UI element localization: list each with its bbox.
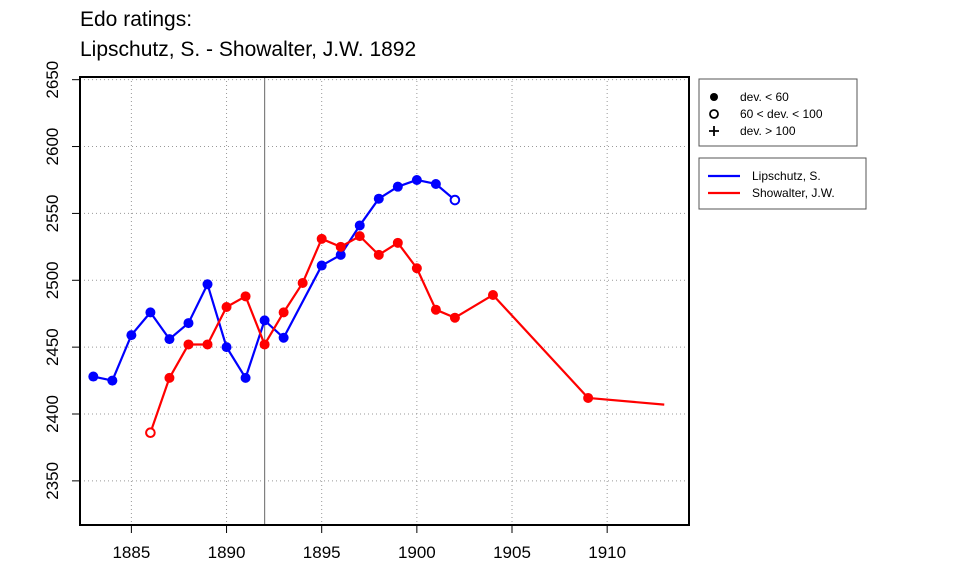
data-point bbox=[145, 307, 156, 318]
y-tick-label: 2450 bbox=[43, 328, 62, 366]
data-point bbox=[202, 339, 213, 350]
y-tick-label: 2550 bbox=[43, 194, 62, 232]
data-point bbox=[164, 372, 175, 383]
data-point bbox=[240, 291, 251, 302]
y-tick-label: 2500 bbox=[43, 261, 62, 299]
data-point bbox=[221, 302, 232, 313]
data-point bbox=[183, 339, 194, 350]
symbol-legend-box bbox=[698, 78, 858, 147]
legend-symbol-filled bbox=[710, 93, 718, 101]
data-point bbox=[145, 427, 156, 439]
chart-title: Edo ratings: bbox=[80, 8, 193, 31]
data-point bbox=[221, 342, 232, 353]
x-tick-label: 1885 bbox=[112, 543, 150, 562]
data-point bbox=[278, 332, 289, 343]
data-point bbox=[411, 174, 422, 185]
data-point bbox=[583, 392, 594, 403]
data-point bbox=[164, 334, 175, 345]
data-point bbox=[392, 181, 403, 192]
x-tick-label: 1890 bbox=[208, 543, 246, 562]
x-tick-label: 1895 bbox=[303, 543, 341, 562]
x-tick-label: 1910 bbox=[588, 543, 626, 562]
data-point bbox=[449, 312, 460, 323]
data-point bbox=[430, 178, 441, 189]
legend-symbol-label: 60 < dev. < 100 bbox=[740, 107, 823, 121]
x-tick-label: 1905 bbox=[493, 543, 531, 562]
data-point bbox=[335, 249, 346, 260]
data-point bbox=[278, 307, 289, 318]
series-legend-box bbox=[698, 157, 867, 210]
data-point bbox=[449, 194, 461, 206]
y-tick-label: 2350 bbox=[43, 462, 62, 500]
y-tick-label: 2400 bbox=[43, 395, 62, 433]
data-point bbox=[373, 193, 384, 204]
data-point bbox=[316, 233, 327, 244]
legend-series-label: Showalter, J.W. bbox=[752, 186, 835, 200]
legend-symbol-label: dev. > 100 bbox=[740, 124, 796, 138]
data-point bbox=[183, 318, 194, 329]
data-point bbox=[392, 237, 403, 248]
data-point bbox=[335, 241, 346, 252]
data-point bbox=[354, 231, 365, 242]
data-point bbox=[411, 263, 422, 274]
series-line-1 bbox=[149, 235, 665, 434]
y-tick-label: 2650 bbox=[43, 61, 62, 99]
data-point bbox=[487, 289, 498, 300]
data-point bbox=[259, 339, 270, 350]
y-tick-label: 2600 bbox=[43, 128, 62, 166]
data-point bbox=[126, 330, 137, 341]
data-point bbox=[202, 279, 213, 290]
data-point bbox=[354, 220, 365, 231]
plot-frame bbox=[79, 76, 690, 526]
data-point bbox=[297, 277, 308, 288]
legend-symbol-plus bbox=[709, 126, 719, 136]
legend-symbol-open bbox=[709, 109, 719, 119]
data-point bbox=[430, 304, 441, 315]
data-point bbox=[373, 249, 384, 260]
chart-subtitle: Lipschutz, S. - Showalter, J.W. 1892 bbox=[80, 38, 417, 61]
data-point bbox=[316, 260, 327, 271]
data-point bbox=[240, 372, 251, 383]
data-point bbox=[259, 315, 270, 326]
legend-series-label: Lipschutz, S. bbox=[752, 169, 821, 183]
data-point bbox=[88, 371, 99, 382]
x-tick-label: 1900 bbox=[398, 543, 436, 562]
legend-symbol-label: dev. < 60 bbox=[740, 90, 789, 104]
data-point bbox=[107, 375, 118, 386]
